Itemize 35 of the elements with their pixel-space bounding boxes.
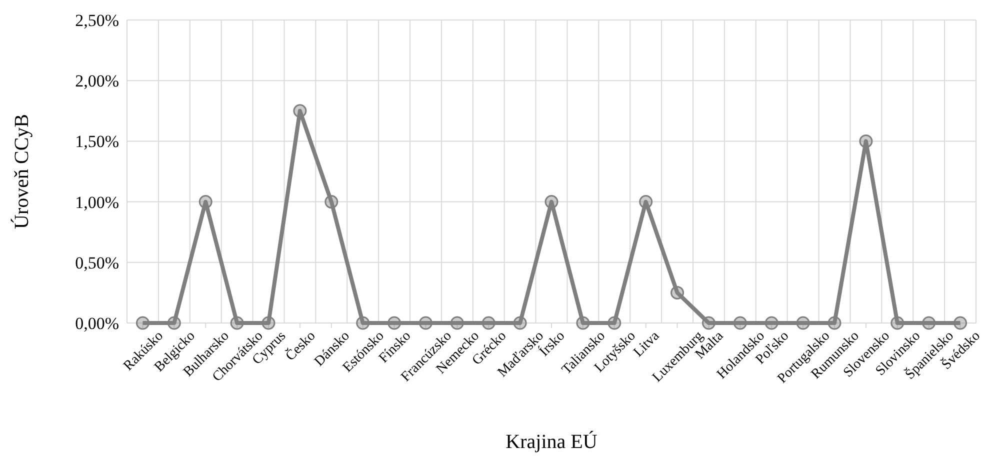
y-tick-label: 2,50% — [75, 10, 119, 30]
point — [859, 134, 873, 148]
point — [388, 316, 402, 330]
x-axis-title: Krajina EÚ — [506, 430, 598, 453]
point — [576, 316, 590, 330]
y-tick-label: 0,00% — [75, 314, 119, 333]
point — [230, 316, 244, 330]
point — [356, 316, 370, 330]
point — [293, 104, 307, 118]
point — [639, 195, 653, 209]
point — [828, 316, 842, 330]
y-tick-label: 1,00% — [75, 192, 119, 212]
point — [670, 286, 684, 300]
point — [608, 316, 622, 330]
point — [262, 316, 276, 330]
y-axis-title: Úroveň CCyB — [10, 114, 33, 229]
point — [890, 316, 904, 330]
point — [324, 195, 338, 209]
point — [733, 316, 747, 330]
point — [922, 316, 936, 330]
y-tick-label: 2,00% — [75, 72, 119, 91]
point — [513, 316, 527, 330]
point — [954, 316, 968, 330]
point — [796, 316, 810, 330]
point — [450, 316, 464, 330]
point — [764, 316, 778, 330]
y-tick-label: 1,50% — [75, 132, 119, 152]
point — [544, 195, 558, 209]
point — [482, 316, 496, 330]
point — [198, 195, 212, 209]
point — [418, 316, 432, 330]
point — [136, 316, 150, 330]
point — [702, 316, 716, 330]
point — [167, 316, 181, 330]
y-tick-label: 0,50% — [75, 253, 119, 272]
